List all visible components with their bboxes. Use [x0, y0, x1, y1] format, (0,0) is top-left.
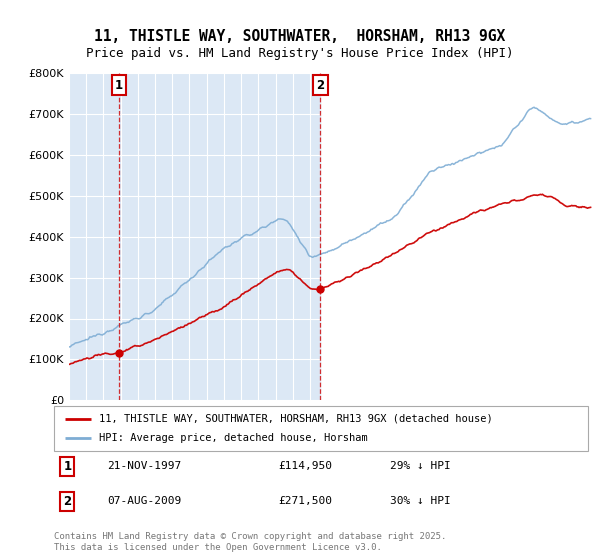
- Text: HPI: Average price, detached house, Horsham: HPI: Average price, detached house, Hors…: [100, 433, 368, 444]
- FancyBboxPatch shape: [54, 406, 588, 451]
- Text: £271,500: £271,500: [278, 496, 332, 506]
- Text: 29% ↓ HPI: 29% ↓ HPI: [391, 461, 451, 471]
- Text: 07-AUG-2009: 07-AUG-2009: [107, 496, 182, 506]
- Text: 1: 1: [63, 460, 71, 473]
- Text: 21-NOV-1997: 21-NOV-1997: [107, 461, 182, 471]
- Text: 2: 2: [63, 494, 71, 508]
- Text: Contains HM Land Registry data © Crown copyright and database right 2025.
This d: Contains HM Land Registry data © Crown c…: [54, 532, 446, 552]
- Text: 11, THISTLE WAY, SOUTHWATER, HORSHAM, RH13 9GX (detached house): 11, THISTLE WAY, SOUTHWATER, HORSHAM, RH…: [100, 413, 493, 423]
- Text: 1: 1: [115, 78, 123, 92]
- Text: 11, THISTLE WAY, SOUTHWATER,  HORSHAM, RH13 9GX: 11, THISTLE WAY, SOUTHWATER, HORSHAM, RH…: [94, 29, 506, 44]
- Text: 30% ↓ HPI: 30% ↓ HPI: [391, 496, 451, 506]
- Text: 2: 2: [316, 78, 325, 92]
- Bar: [69, 73, 320, 400]
- Text: £114,950: £114,950: [278, 461, 332, 471]
- Text: Price paid vs. HM Land Registry's House Price Index (HPI): Price paid vs. HM Land Registry's House …: [86, 46, 514, 60]
